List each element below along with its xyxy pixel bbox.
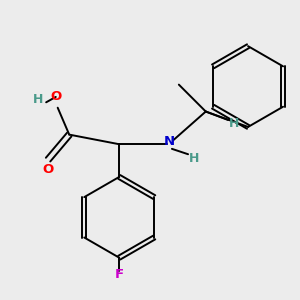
Text: H: H	[189, 152, 200, 165]
Text: O: O	[50, 90, 61, 104]
Text: O: O	[43, 163, 54, 176]
Text: N: N	[164, 135, 175, 148]
Text: F: F	[115, 268, 124, 281]
Text: H: H	[32, 93, 43, 106]
Text: H: H	[229, 117, 239, 130]
